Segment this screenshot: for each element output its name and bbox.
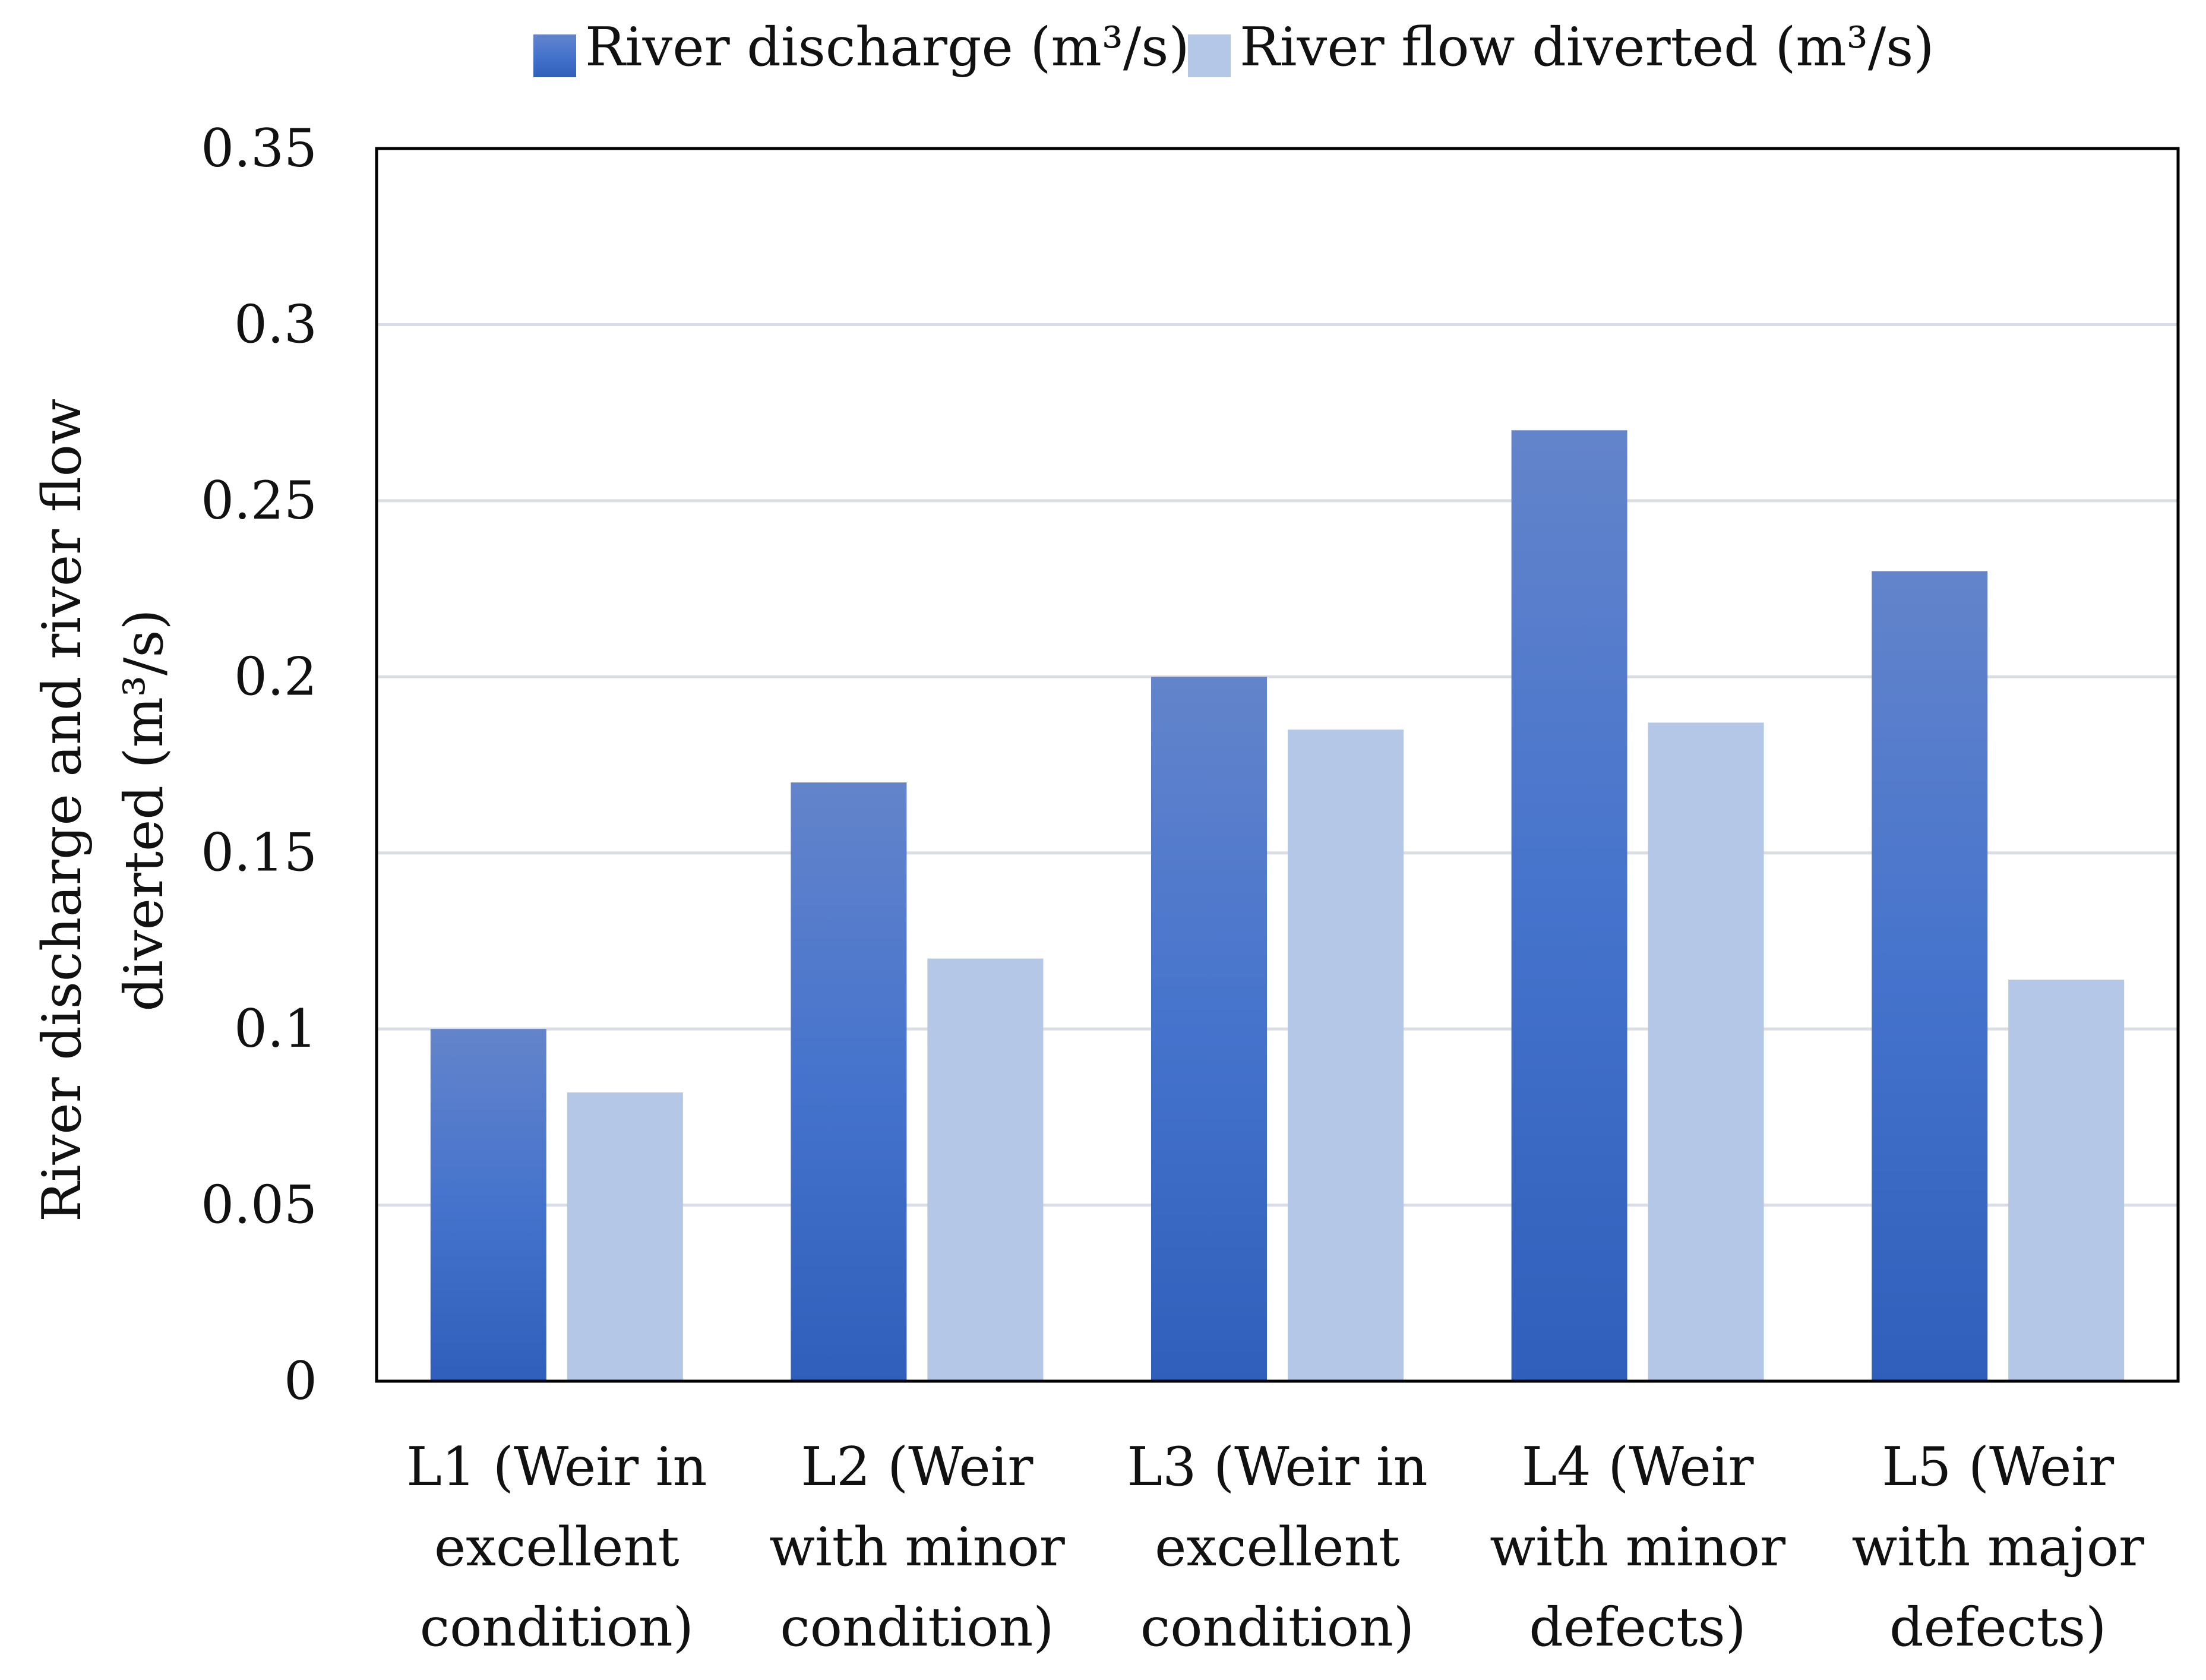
y-tick-label: 0.25 [201,470,317,531]
legend-label-river-flow-diverted: River flow diverted (m³/s) [1240,16,1934,78]
legend-swatch-river-flow-diverted [1188,34,1231,77]
y-axis-title-line-2: diverted (m³/s) [113,609,175,1011]
y-tick-label: 0 [284,1350,317,1411]
x-axis-labels: L1 (Weir in excellent condition) L2 (Weir wi… [406,1436,2145,1659]
y-axis-ticks: 0 0.05 0.1 0.15 0.2 0.25 0.3 0.35 [201,118,317,1411]
x-category-label: with minor [1490,1516,1786,1578]
x-category-label: L1 (Weir in [406,1436,707,1498]
x-category-label: condition) [780,1596,1054,1659]
y-tick-label: 0.15 [201,822,317,883]
legend: River discharge (m³/s) River flow divert… [533,16,1934,78]
legend-swatch-river-discharge [533,34,576,77]
bar-river-discharge-1 [430,1029,546,1381]
x-category-label: with major [1851,1516,2145,1578]
bar-river-flow-diverted-2 [927,958,1044,1381]
x-category-label: L2 (Weir [801,1436,1034,1498]
x-category-label: condition) [1140,1596,1414,1659]
bar-river-flow-diverted-1 [567,1092,683,1381]
bar-river-discharge-5 [1872,571,1988,1381]
y-tick-label: 0.3 [234,293,317,355]
y-tick-label: 0.05 [201,1174,317,1236]
bar-river-discharge-2 [791,782,907,1381]
x-category-label: condition) [420,1596,694,1659]
x-category-label: excellent [1155,1516,1400,1578]
x-category-label: defects) [1529,1596,1746,1659]
bar-river-discharge-4 [1511,430,1627,1382]
x-category-label: L3 (Weir in [1127,1436,1427,1498]
bars [430,430,2125,1382]
x-category-label: defects) [1889,1596,2106,1659]
bar-river-flow-diverted-4 [1648,722,1764,1381]
x-category-label: with minor [769,1516,1066,1578]
bar-river-discharge-3 [1151,677,1267,1381]
y-tick-label: 0.1 [234,998,317,1059]
y-tick-label: 0.35 [201,118,317,179]
x-category-label: excellent [434,1516,680,1578]
legend-label-river-discharge: River discharge (m³/s) [585,16,1190,78]
x-category-label: L5 (Weir [1882,1436,2115,1498]
plot-frame [375,147,2180,1383]
y-axis-title-line-1: River discharge and river flow [31,399,93,1222]
x-category-label: L4 (Weir [1522,1436,1755,1498]
y-tick-label: 0.2 [234,646,317,707]
bar-river-flow-diverted-3 [1288,730,1404,1381]
bar-river-flow-diverted-5 [2008,980,2125,1381]
